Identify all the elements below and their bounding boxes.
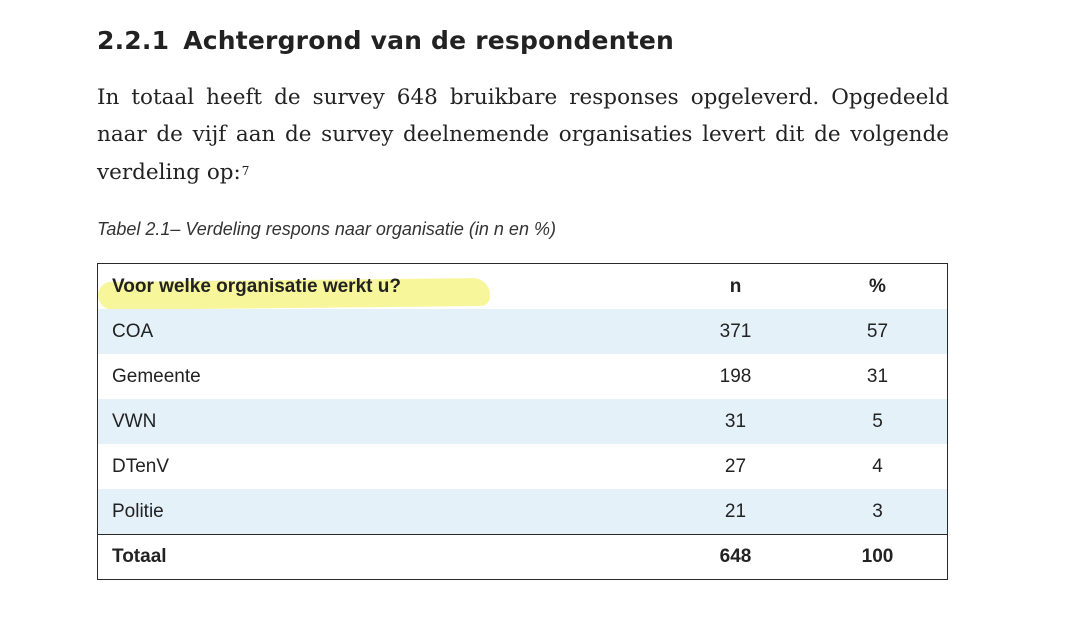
row-n: 27 [724, 455, 747, 477]
row-organisation: DTenV [112, 455, 170, 477]
table-total-row: Totaal 648 100 [98, 534, 947, 578]
table-caption: Tabel 2.1– Verdeling respons naar organi… [97, 219, 556, 239]
section-title: Achtergrond van de respondenten [183, 26, 674, 55]
row-n: 21 [724, 500, 747, 522]
section-heading: 2.2.1 Achtergrond van de respondenten [97, 26, 674, 55]
row-organisation: VWN [112, 410, 157, 432]
row-n: 31 [724, 410, 747, 432]
row-n: 371 [719, 320, 752, 342]
header-organisation: Voor welke organisatie werkt u? [97, 275, 491, 310]
row-percent: 31 [866, 365, 889, 387]
header-n: n [729, 275, 742, 297]
row-organisation: COA [112, 320, 154, 342]
table-row: Politie 21 3 [98, 489, 947, 534]
section-number: 2.2.1 [97, 26, 170, 55]
total-n: 648 [719, 545, 752, 567]
table-row: Gemeente 198 31 [98, 354, 947, 399]
header-percent: % [869, 275, 886, 297]
table-header-row: Voor welke organisatie werkt u? n % [97, 264, 947, 310]
intro-paragraph: In totaal heeft de survey 648 bruikbare … [97, 80, 949, 192]
intro-paragraph-text: In totaal heeft de survey 648 bruikbare … [97, 85, 949, 185]
total-percent: 100 [861, 545, 894, 567]
table-row: DTenV 27 4 [98, 444, 947, 489]
row-percent: 3 [872, 500, 883, 522]
table-row: COA 371 57 [98, 309, 947, 354]
row-percent: 57 [866, 320, 889, 342]
row-organisation: Gemeente [112, 365, 201, 387]
table-row: VWN 31 5 [98, 399, 947, 444]
header-organisation-label: Voor welke organisatie werkt u? [112, 275, 401, 297]
row-percent: 5 [872, 410, 883, 432]
footnote-reference[interactable]: 7 [241, 164, 250, 178]
total-label: Totaal [112, 545, 167, 567]
row-organisation: Politie [112, 500, 164, 522]
row-n: 198 [719, 365, 752, 387]
response-table: Voor welke organisatie werkt u? n % COA … [97, 263, 948, 580]
row-percent: 4 [872, 455, 883, 477]
